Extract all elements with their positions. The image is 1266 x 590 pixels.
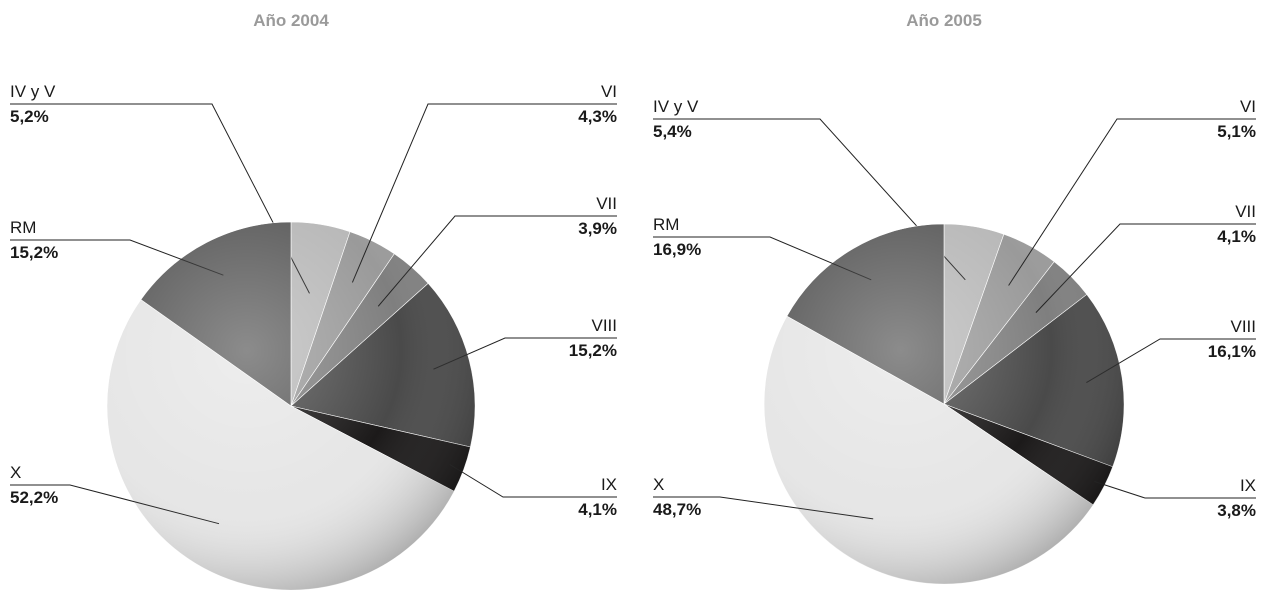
slice-value-x: 48,7% [653, 500, 701, 519]
pie-chart-2004: Año 2004 IV y V 5,2% VI 4,3% VII 3,9% VIII 15,2%… [10, 11, 617, 590]
leader-line-ix [1094, 481, 1256, 499]
slice-value-rm: 16,9% [653, 240, 701, 259]
slice-label-rm: RM [10, 218, 36, 237]
slice-label-iv-y-v: IV y V [10, 82, 56, 101]
chart-title: Año 2005 [906, 11, 982, 30]
slice-label-vi: VI [601, 82, 617, 101]
slice-label-viii: VIII [591, 316, 617, 335]
slice-value-iv-y-v: 5,2% [10, 107, 49, 126]
slice-value-x: 52,2% [10, 488, 58, 507]
slice-value-iv-y-v: 5,4% [653, 122, 692, 141]
slice-label-x: X [10, 463, 21, 482]
slice-label-vii: VII [1235, 202, 1256, 221]
slice-label-vii: VII [596, 194, 617, 213]
slice-label-x: X [653, 475, 664, 494]
slice-value-ix: 3,8% [1217, 501, 1256, 520]
slice-value-vi: 4,3% [578, 107, 617, 126]
slice-value-rm: 15,2% [10, 243, 58, 262]
slice-value-vi: 5,1% [1217, 122, 1256, 141]
slice-label-iv-y-v: IV y V [653, 97, 699, 116]
slice-label-viii: VIII [1230, 317, 1256, 336]
slice-value-ix: 4,1% [578, 500, 617, 519]
slice-value-viii: 16,1% [1208, 342, 1256, 361]
slice-label-vi: VI [1240, 97, 1256, 116]
slice-label-rm: RM [653, 215, 679, 234]
pie-chart-2005: Año 2005 IV y V 5,4% VI 5,1% VII 4,1% VIII 16,1%… [653, 11, 1256, 585]
leader-line-ix [449, 464, 617, 498]
slice-value-vii: 4,1% [1217, 227, 1256, 246]
slice-label-ix: IX [601, 475, 617, 494]
chart-title: Año 2004 [253, 11, 329, 30]
slice-label-ix: IX [1240, 476, 1256, 495]
slice-value-viii: 15,2% [569, 341, 617, 360]
slice-value-vii: 3,9% [578, 219, 617, 238]
